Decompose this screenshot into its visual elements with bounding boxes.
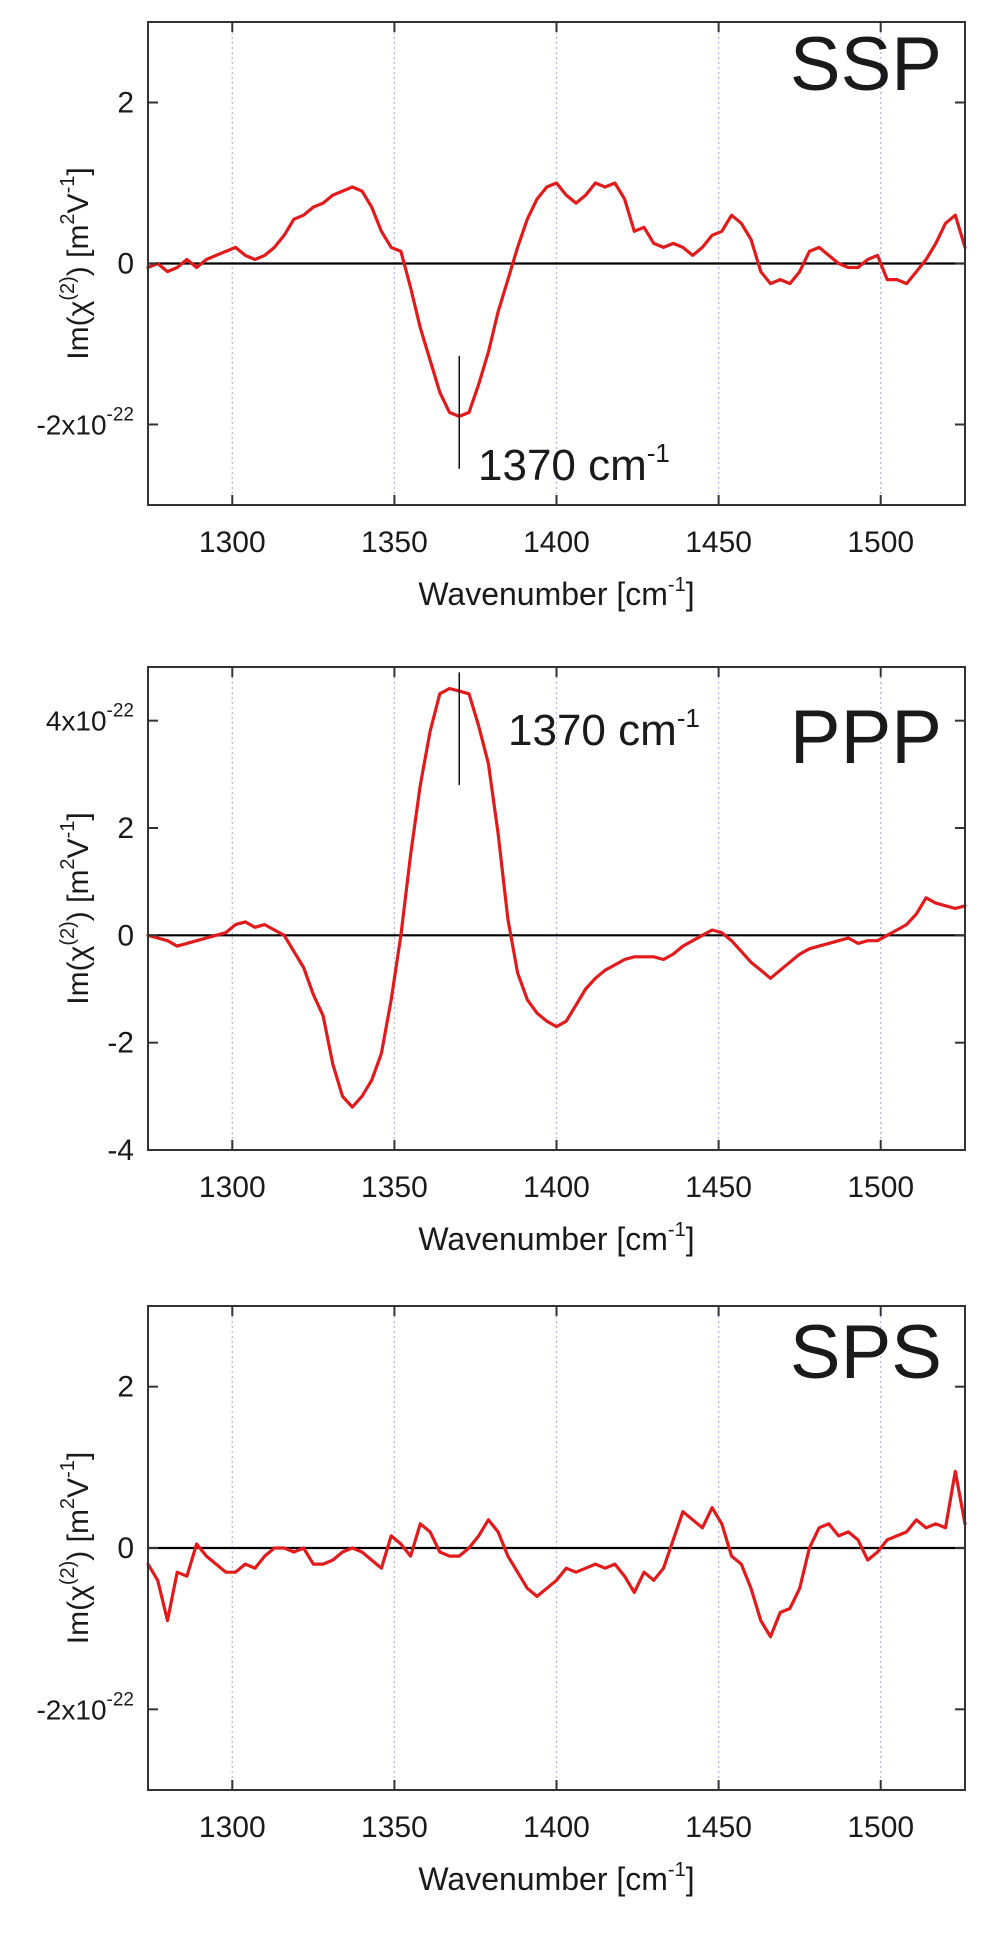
annotation-label: 1370 cm-1: [478, 438, 670, 490]
x-tick-label: 1300: [199, 1171, 266, 1204]
series-line: [146, 181, 967, 418]
panel-ssp: 1370 cm-1 1300 1350 1400 1450 1500 2 0 -2x10-22 W…: [36, 21, 967, 612]
y-tick-label: -2x10-22: [36, 405, 134, 441]
y-tick-label: -2: [107, 1027, 134, 1060]
y-tick-label: 4x10-22: [46, 701, 134, 737]
x-tick-label: 1450: [685, 526, 752, 559]
x-tick-label: 1500: [847, 526, 914, 559]
y-tick-label: 2: [117, 87, 134, 120]
x-tick-label: 1400: [523, 1171, 590, 1204]
x-axis-label: Wavenumber [cm-1]: [418, 1859, 694, 1897]
series-line: [146, 686, 967, 1109]
y-tick-label: 0: [117, 1532, 134, 1565]
y-axis-label: Im(χ(2)) [m2V-1]: [57, 812, 95, 1004]
y-tick-label: 0: [117, 248, 134, 281]
x-tick-label: 1400: [523, 526, 590, 559]
panel-title: SSP: [790, 22, 942, 107]
y-tick-label: -4: [107, 1134, 134, 1167]
x-tick-label: 1450: [685, 1171, 752, 1204]
panel-title: SPS: [790, 1310, 942, 1395]
x-tick-label: 1350: [361, 526, 428, 559]
x-axis-label: Wavenumber [cm-1]: [418, 1219, 694, 1257]
y-tick-label: 2: [117, 1371, 134, 1404]
x-tick-label: 1400: [523, 1811, 590, 1844]
x-tick-label: 1350: [361, 1171, 428, 1204]
x-tick-label: 1300: [199, 1811, 266, 1844]
x-tick-label: 1300: [199, 526, 266, 559]
y-tick-label: 0: [117, 919, 134, 952]
series-line: [146, 1469, 967, 1639]
y-tick-label: -2x10-22: [36, 1689, 134, 1725]
annotation-label: 1370 cm-1: [508, 703, 700, 755]
x-tick-label: 1350: [361, 1811, 428, 1844]
x-tick-label: 1500: [847, 1811, 914, 1844]
x-axis-label: Wavenumber [cm-1]: [418, 574, 694, 612]
y-tick-label: 2: [117, 812, 134, 845]
panel-ppp: 1370 cm-1 1300 1350 1400 1450 1500 4x10-22 2 0 -2…: [46, 666, 967, 1257]
y-axis-label: Im(χ(2)) [m2V-1]: [57, 167, 95, 359]
y-axis-label: Im(χ(2)) [m2V-1]: [57, 1452, 95, 1644]
x-tick-label: 1500: [847, 1171, 914, 1204]
panel-sps: 1300 1350 1400 1450 1500 2 0 -2x10-22 Wavenumber…: [36, 1305, 967, 1897]
panel-title: PPP: [790, 695, 942, 780]
x-tick-label: 1450: [685, 1811, 752, 1844]
